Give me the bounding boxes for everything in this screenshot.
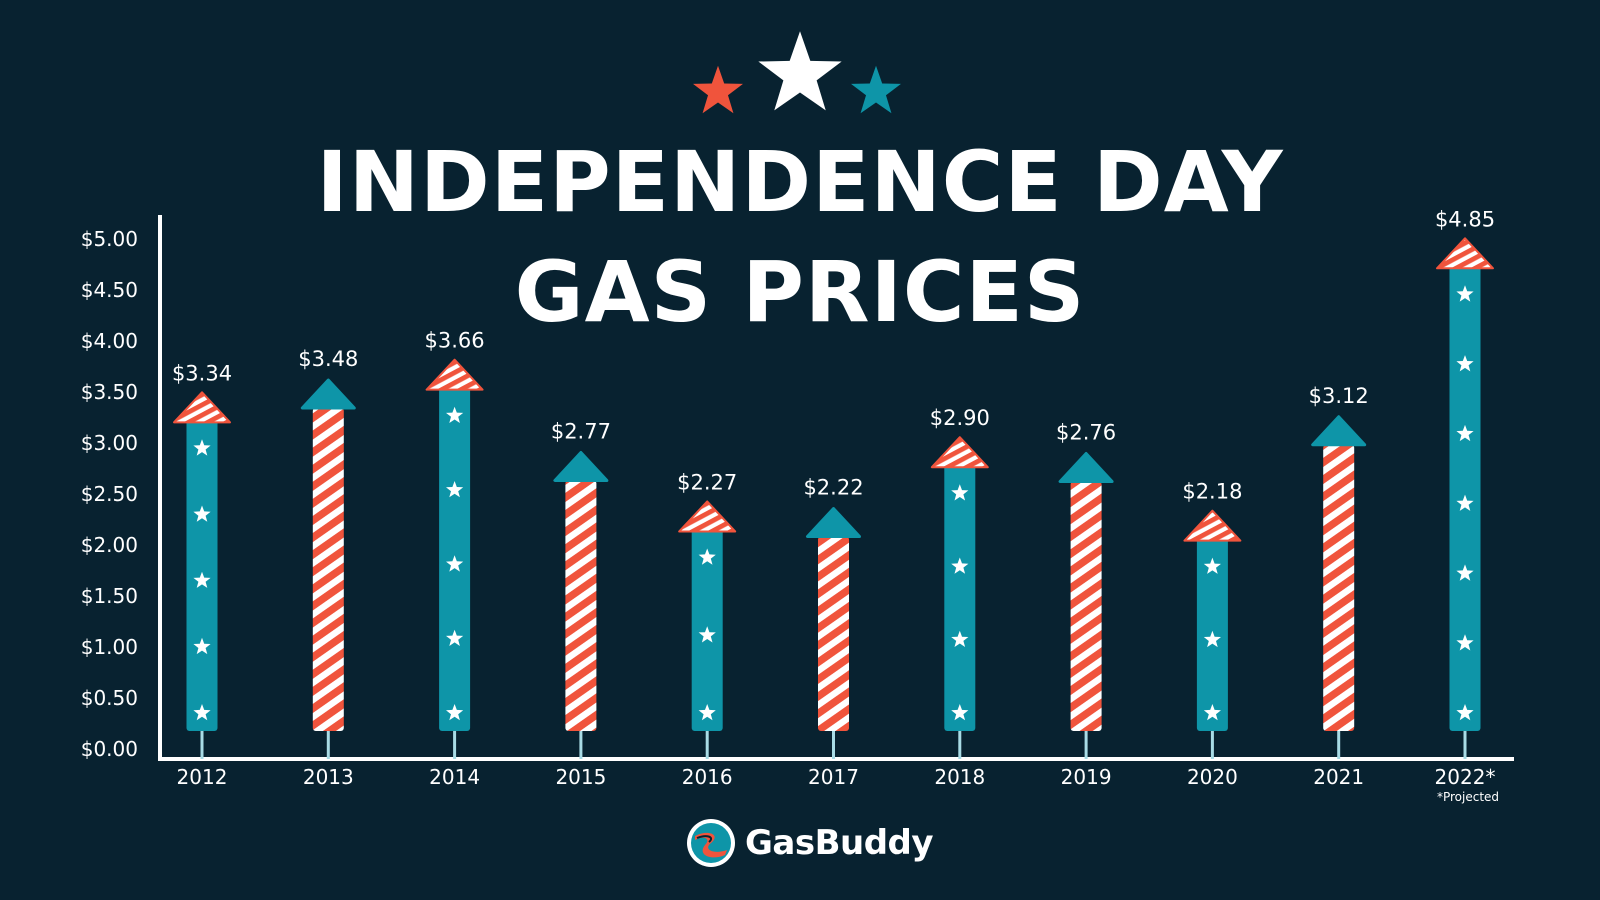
value-label: $3.34 — [172, 361, 232, 385]
value-label: $3.66 — [425, 329, 485, 353]
value-label: $2.76 — [1056, 420, 1116, 444]
x-tick-label: 2015 — [555, 765, 606, 789]
title-line-2: GAS PRICES — [514, 243, 1086, 341]
header-stars — [693, 31, 901, 114]
brand: GasBuddy — [685, 815, 934, 871]
body-star-icon — [698, 548, 716, 565]
rocket-tip — [1311, 415, 1367, 447]
body-star-icon — [1203, 557, 1221, 574]
y-tick-label: $2.00 — [81, 533, 138, 557]
y-tick-label: $0.50 — [81, 686, 138, 710]
bar-2015: $2.77 — [551, 419, 611, 759]
value-label: $3.48 — [298, 347, 358, 371]
brand-name: GasBuddy — [745, 823, 934, 863]
teal-star-icon — [851, 65, 901, 114]
y-tick-label: $1.50 — [81, 584, 138, 608]
rocket-tip — [1183, 509, 1242, 542]
body-star-icon — [1456, 285, 1474, 302]
rocket-body — [312, 408, 344, 731]
value-label: $2.18 — [1182, 480, 1242, 504]
bar-2014: $3.66 — [425, 329, 485, 759]
y-tick-label: $3.50 — [81, 380, 138, 404]
value-label: $2.77 — [551, 419, 611, 443]
rocket-body — [944, 465, 976, 731]
bar-2016: $2.27 — [677, 470, 737, 759]
value-label: $2.27 — [677, 470, 737, 494]
x-tick-label: 2016 — [682, 765, 733, 789]
body-star-icon — [446, 704, 464, 721]
body-star-icon — [446, 555, 464, 572]
bar-2018: $2.90 — [930, 406, 990, 759]
rocket-tip — [553, 450, 609, 482]
body-star-icon — [698, 626, 716, 643]
value-label: $4.85 — [1435, 207, 1495, 231]
body-star-icon — [1456, 424, 1474, 442]
rocket-body — [565, 480, 597, 731]
x-tick-label: 2013 — [303, 765, 354, 789]
gasbuddy-logo-icon — [687, 819, 735, 867]
body-star-icon — [446, 406, 464, 423]
body-star-icon — [193, 571, 211, 588]
body-star-icon — [1203, 704, 1221, 721]
rocket-tip — [425, 358, 484, 391]
y-tick-label: $3.00 — [81, 431, 138, 455]
rocket-body — [1323, 444, 1355, 731]
y-tick-label: $0.00 — [81, 737, 138, 761]
x-tick-label: 2020 — [1187, 765, 1238, 789]
rocket-body — [1070, 481, 1102, 731]
bar-2020: $2.18 — [1182, 480, 1242, 759]
body-star-icon — [1456, 494, 1474, 511]
y-tick-label: $4.50 — [81, 278, 138, 302]
body-star-icon — [951, 484, 969, 501]
body-star-icon — [1456, 634, 1474, 651]
x-tick-label: 2014 — [429, 765, 480, 789]
rocket-tip — [930, 436, 989, 469]
x-tick-label: 2012 — [177, 765, 228, 789]
rocket-tip — [1436, 237, 1494, 270]
rocket-tip — [300, 378, 356, 410]
body-star-icon — [193, 704, 211, 721]
white-star-icon — [758, 31, 842, 111]
bar-2013: $3.48 — [298, 347, 358, 759]
bar-2012: $3.34 — [172, 361, 232, 759]
body-star-icon — [1456, 564, 1474, 581]
body-star-icon — [1456, 355, 1474, 372]
y-tick-label: $4.00 — [81, 329, 138, 353]
body-star-icon — [193, 505, 211, 522]
y-tick-label: $5.00 — [81, 227, 138, 251]
x-tick-label: 2018 — [934, 765, 985, 789]
bar-2022*: $4.85 — [1435, 207, 1495, 759]
body-star-icon — [193, 637, 211, 655]
x-tick-label: 2017 — [808, 765, 859, 789]
value-label: $3.12 — [1309, 384, 1369, 408]
rocket-tip — [173, 391, 231, 424]
body-star-icon — [193, 439, 211, 456]
body-star-icon — [446, 629, 464, 646]
y-tick-label: $1.00 — [81, 635, 138, 659]
x-tick-label: 2022* — [1435, 765, 1496, 789]
rocket-body — [818, 536, 849, 731]
bar-2021: $3.12 — [1309, 384, 1369, 759]
body-star-icon — [1203, 630, 1221, 648]
projected-footnote: *Projected — [1436, 790, 1500, 804]
x-tick-label: 2019 — [1061, 765, 1112, 789]
rocket-tip — [678, 500, 737, 533]
body-star-icon — [951, 630, 969, 647]
rocket-tip — [1058, 451, 1114, 483]
y-tick-label: $2.50 — [81, 482, 138, 506]
rocket-tip — [806, 507, 861, 539]
title-line-1: INDEPENDENCE DAY — [316, 133, 1284, 231]
body-star-icon — [1456, 704, 1474, 721]
body-star-icon — [446, 481, 464, 498]
value-label: $2.22 — [803, 476, 863, 500]
body-star-icon — [951, 557, 969, 574]
value-label: $2.90 — [930, 406, 990, 430]
bar-2019: $2.76 — [1056, 420, 1116, 759]
body-star-icon — [951, 704, 969, 721]
body-star-icon — [698, 704, 716, 721]
bar-2017: $2.22 — [803, 476, 864, 759]
red-star-icon — [693, 65, 743, 114]
x-tick-label: 2021 — [1313, 765, 1364, 789]
